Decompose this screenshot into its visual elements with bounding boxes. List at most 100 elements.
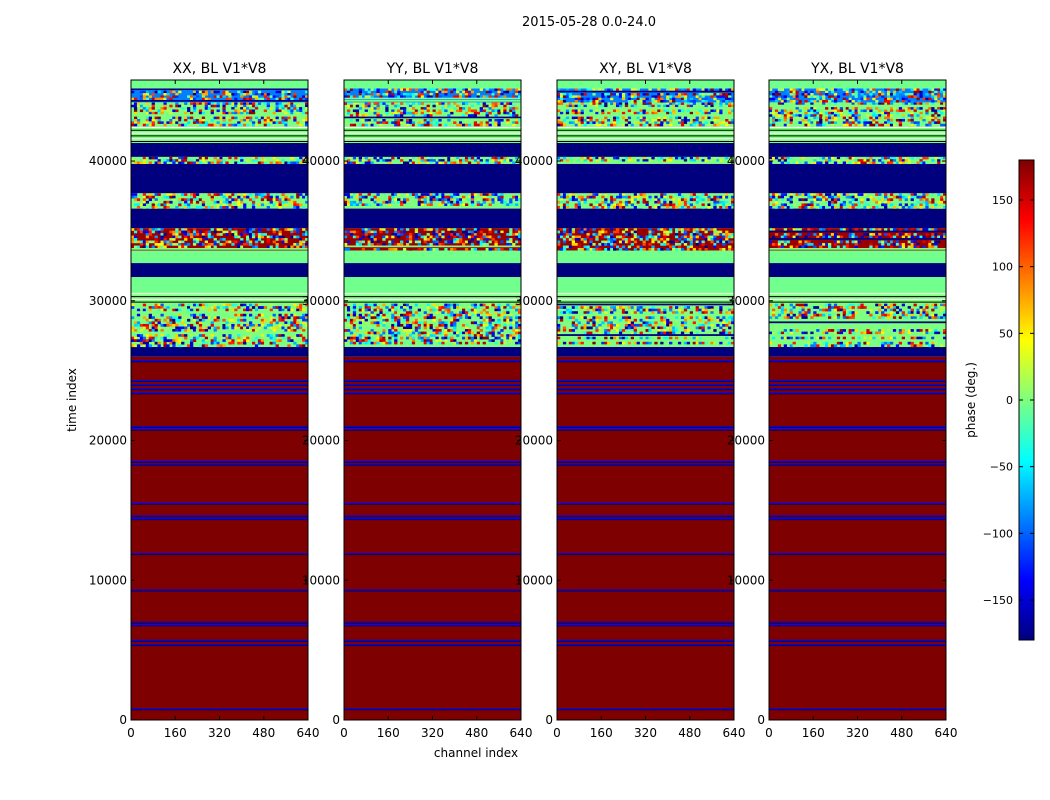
- phase-cell: [240, 109, 244, 113]
- phase-cell: [660, 243, 664, 246]
- phase-cell: [503, 203, 507, 207]
- phase-cell: [237, 336, 241, 340]
- phase-cell: [459, 240, 463, 244]
- phase-cell: [503, 306, 507, 309]
- phase-cell: [482, 123, 486, 127]
- phase-cell: [257, 306, 262, 309]
- phase-cell: [243, 308, 247, 312]
- phase-cell: [710, 93, 714, 96]
- phase-cell: [204, 156, 208, 160]
- phase-cell: [822, 308, 826, 312]
- phase-cell: [601, 230, 605, 234]
- phase-cell: [719, 111, 723, 115]
- phase-cell: [408, 303, 413, 307]
- phase-cell: [287, 95, 291, 98]
- phase-cell: [429, 121, 433, 124]
- phase-cell: [210, 123, 214, 127]
- phase-cell: [163, 159, 167, 162]
- phase-cell: [663, 123, 667, 127]
- phase-cell: [408, 306, 413, 309]
- phase-cell: [192, 93, 197, 96]
- phase-cell: [133, 235, 138, 239]
- phase-cell: [411, 161, 416, 165]
- phase-cell: [568, 329, 573, 332]
- phase-cell: [464, 235, 469, 239]
- phase-cell: [633, 235, 637, 239]
- phase-cell: [175, 159, 179, 162]
- phase-cell: [157, 306, 161, 309]
- phase-cell: [450, 228, 454, 231]
- phase-cell: [666, 243, 670, 246]
- phase-cell: [851, 336, 855, 340]
- phase-cell: [881, 336, 885, 340]
- phase-cell: [272, 329, 276, 332]
- phase-cell: [645, 341, 649, 345]
- phase-cell: [302, 243, 306, 246]
- phase-cell: [408, 107, 413, 110]
- phase-cell: [512, 161, 516, 165]
- phase-cell: [654, 238, 658, 241]
- phase-cell: [251, 123, 256, 127]
- phase-cell: [488, 240, 492, 244]
- phase-cell: [243, 118, 247, 122]
- phase-cell: [169, 104, 173, 108]
- phase-cell: [184, 238, 188, 241]
- phase-cell: [275, 235, 279, 239]
- phase-cell: [148, 193, 152, 196]
- phase-cell: [213, 303, 217, 307]
- phase-cell: [586, 308, 590, 312]
- phase-cell: [675, 93, 679, 96]
- phase-cell: [728, 97, 732, 101]
- phase-cell: [388, 243, 392, 246]
- phase-cell: [148, 111, 152, 115]
- phase-cell: [175, 240, 179, 244]
- phase-row: [344, 100, 521, 102]
- phase-cell: [648, 205, 652, 209]
- phase-cell: [266, 93, 270, 96]
- phase-cell: [145, 90, 149, 94]
- phase-cell: [515, 240, 519, 244]
- phase-cell: [719, 109, 723, 113]
- phase-cell: [804, 316, 808, 320]
- phase-cell: [382, 228, 386, 231]
- phase-cell: [151, 339, 155, 343]
- phase-cell: [154, 240, 158, 244]
- phase-cell: [675, 235, 679, 239]
- phase-cell: [355, 240, 360, 244]
- phase-cell: [305, 156, 308, 160]
- phase-cell: [719, 238, 723, 241]
- phase-cell: [695, 235, 699, 239]
- phase-cell: [677, 118, 682, 122]
- phase-cell: [450, 329, 454, 332]
- phase-cell: [379, 311, 383, 314]
- phase-cell: [497, 121, 501, 124]
- phase-cell: [257, 323, 262, 327]
- phase-cell: [686, 235, 691, 239]
- phase-cell: [574, 193, 578, 196]
- phase-cell: [940, 331, 944, 335]
- phase-cell: [857, 303, 861, 307]
- phase-cell: [459, 238, 463, 241]
- phase-cell: [512, 203, 516, 207]
- phase-cell: [296, 205, 300, 209]
- phase-cell: [403, 111, 407, 115]
- phase-cell: [810, 331, 814, 335]
- phase-cell: [598, 123, 602, 127]
- phase-cell: [887, 336, 891, 340]
- phase-cell: [305, 233, 308, 236]
- phase-cell: [447, 198, 451, 202]
- phase-cell: [305, 159, 308, 162]
- phase-cell: [613, 247, 617, 251]
- phase-cell: [669, 123, 673, 127]
- phase-cell: [251, 203, 256, 207]
- phase-cell: [854, 311, 858, 314]
- phase-cell: [388, 341, 392, 345]
- phase-cell: [494, 102, 498, 105]
- phase-cell: [636, 341, 640, 345]
- phase-cell: [704, 93, 708, 96]
- phase-cell: [405, 326, 410, 330]
- phase-cell: [601, 308, 605, 312]
- phase-cell: [618, 88, 623, 91]
- phase-cell: [198, 90, 203, 94]
- phase-cell: [213, 339, 217, 343]
